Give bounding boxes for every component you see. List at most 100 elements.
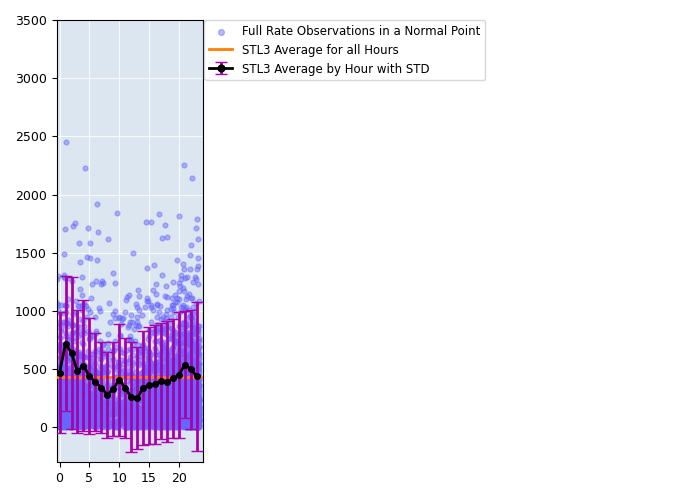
- Full Rate Observations in a Normal Point: [186, 410, 197, 418]
- Full Rate Observations in a Normal Point: [130, 412, 141, 420]
- Full Rate Observations in a Normal Point: [172, 294, 183, 302]
- Full Rate Observations in a Normal Point: [169, 397, 180, 405]
- Full Rate Observations in a Normal Point: [169, 329, 181, 337]
- Full Rate Observations in a Normal Point: [188, 392, 199, 400]
- Full Rate Observations in a Normal Point: [78, 398, 90, 406]
- Full Rate Observations in a Normal Point: [194, 397, 205, 405]
- Full Rate Observations in a Normal Point: [177, 422, 188, 430]
- Full Rate Observations in a Normal Point: [147, 406, 158, 414]
- Full Rate Observations in a Normal Point: [59, 344, 70, 352]
- Full Rate Observations in a Normal Point: [103, 398, 114, 406]
- Full Rate Observations in a Normal Point: [71, 326, 82, 334]
- Full Rate Observations in a Normal Point: [137, 422, 148, 430]
- Full Rate Observations in a Normal Point: [52, 384, 63, 392]
- Full Rate Observations in a Normal Point: [179, 400, 190, 408]
- Full Rate Observations in a Normal Point: [97, 400, 108, 407]
- Full Rate Observations in a Normal Point: [173, 390, 184, 398]
- Full Rate Observations in a Normal Point: [186, 386, 197, 394]
- Full Rate Observations in a Normal Point: [58, 393, 69, 401]
- Full Rate Observations in a Normal Point: [71, 346, 82, 354]
- Full Rate Observations in a Normal Point: [171, 371, 182, 379]
- Full Rate Observations in a Normal Point: [126, 422, 137, 430]
- Full Rate Observations in a Normal Point: [164, 334, 176, 342]
- Full Rate Observations in a Normal Point: [185, 387, 196, 395]
- Full Rate Observations in a Normal Point: [190, 402, 201, 410]
- Full Rate Observations in a Normal Point: [130, 412, 141, 420]
- Full Rate Observations in a Normal Point: [169, 420, 181, 428]
- Full Rate Observations in a Normal Point: [64, 394, 75, 402]
- Full Rate Observations in a Normal Point: [113, 314, 125, 322]
- Full Rate Observations in a Normal Point: [88, 420, 99, 428]
- Full Rate Observations in a Normal Point: [58, 271, 69, 279]
- Full Rate Observations in a Normal Point: [60, 224, 71, 232]
- Full Rate Observations in a Normal Point: [182, 366, 193, 374]
- Full Rate Observations in a Normal Point: [115, 412, 126, 420]
- Full Rate Observations in a Normal Point: [174, 414, 185, 422]
- Full Rate Observations in a Normal Point: [173, 352, 184, 360]
- Full Rate Observations in a Normal Point: [173, 416, 184, 424]
- Full Rate Observations in a Normal Point: [192, 406, 203, 414]
- Full Rate Observations in a Normal Point: [144, 402, 155, 409]
- Full Rate Observations in a Normal Point: [188, 394, 199, 402]
- Full Rate Observations in a Normal Point: [64, 373, 76, 381]
- Full Rate Observations in a Normal Point: [172, 410, 183, 418]
- Full Rate Observations in a Normal Point: [150, 359, 161, 367]
- Full Rate Observations in a Normal Point: [125, 408, 136, 416]
- Full Rate Observations in a Normal Point: [108, 410, 119, 418]
- Full Rate Observations in a Normal Point: [185, 339, 196, 347]
- Full Rate Observations in a Normal Point: [139, 420, 150, 428]
- Full Rate Observations in a Normal Point: [125, 412, 136, 420]
- Full Rate Observations in a Normal Point: [52, 346, 63, 354]
- Full Rate Observations in a Normal Point: [112, 420, 123, 428]
- Full Rate Observations in a Normal Point: [190, 370, 201, 378]
- Full Rate Observations in a Normal Point: [170, 412, 181, 420]
- Full Rate Observations in a Normal Point: [55, 421, 66, 429]
- Full Rate Observations in a Normal Point: [147, 406, 158, 413]
- Full Rate Observations in a Normal Point: [160, 401, 171, 409]
- Full Rate Observations in a Normal Point: [191, 412, 202, 420]
- Full Rate Observations in a Normal Point: [103, 390, 114, 398]
- Full Rate Observations in a Normal Point: [160, 423, 171, 431]
- Full Rate Observations in a Normal Point: [110, 314, 121, 322]
- Full Rate Observations in a Normal Point: [144, 366, 155, 374]
- Full Rate Observations in a Normal Point: [174, 380, 185, 388]
- Full Rate Observations in a Normal Point: [174, 410, 186, 418]
- Full Rate Observations in a Normal Point: [52, 370, 64, 378]
- Full Rate Observations in a Normal Point: [55, 388, 66, 396]
- Full Rate Observations in a Normal Point: [133, 404, 144, 411]
- Full Rate Observations in a Normal Point: [188, 390, 199, 398]
- Full Rate Observations in a Normal Point: [92, 200, 103, 207]
- Full Rate Observations in a Normal Point: [156, 420, 167, 428]
- Full Rate Observations in a Normal Point: [149, 408, 160, 416]
- Full Rate Observations in a Normal Point: [190, 384, 202, 392]
- Full Rate Observations in a Normal Point: [146, 389, 157, 397]
- Full Rate Observations in a Normal Point: [121, 293, 132, 301]
- Full Rate Observations in a Normal Point: [176, 338, 187, 345]
- Full Rate Observations in a Normal Point: [88, 350, 99, 358]
- Full Rate Observations in a Normal Point: [122, 363, 134, 371]
- Full Rate Observations in a Normal Point: [174, 399, 185, 407]
- Full Rate Observations in a Normal Point: [178, 301, 189, 309]
- Full Rate Observations in a Normal Point: [64, 373, 76, 381]
- Full Rate Observations in a Normal Point: [101, 362, 112, 370]
- Full Rate Observations in a Normal Point: [53, 404, 64, 412]
- Full Rate Observations in a Normal Point: [173, 406, 184, 414]
- Full Rate Observations in a Normal Point: [138, 366, 149, 374]
- Bar: [164, 382, 169, 428]
- Full Rate Observations in a Normal Point: [98, 352, 109, 360]
- Full Rate Observations in a Normal Point: [142, 405, 153, 413]
- Full Rate Observations in a Normal Point: [148, 416, 160, 424]
- Full Rate Observations in a Normal Point: [140, 400, 151, 408]
- Full Rate Observations in a Normal Point: [153, 424, 164, 432]
- Full Rate Observations in a Normal Point: [163, 366, 174, 374]
- Full Rate Observations in a Normal Point: [139, 368, 150, 376]
- Full Rate Observations in a Normal Point: [148, 405, 159, 413]
- Full Rate Observations in a Normal Point: [184, 407, 195, 415]
- Full Rate Observations in a Normal Point: [90, 326, 101, 334]
- Full Rate Observations in a Normal Point: [158, 398, 169, 406]
- Full Rate Observations in a Normal Point: [88, 403, 99, 411]
- Full Rate Observations in a Normal Point: [78, 322, 90, 330]
- Full Rate Observations in a Normal Point: [94, 371, 106, 379]
- Full Rate Observations in a Normal Point: [190, 420, 202, 428]
- Full Rate Observations in a Normal Point: [83, 396, 94, 404]
